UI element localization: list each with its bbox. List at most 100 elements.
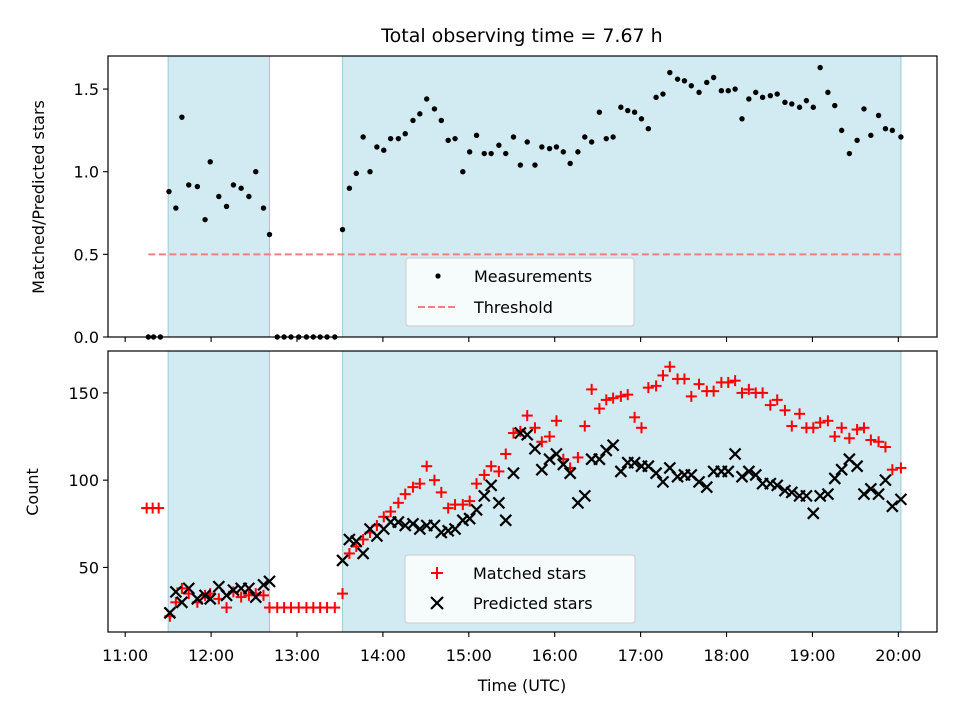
measurements-point (431, 106, 438, 112)
predicted-stars-point (263, 575, 276, 588)
top-title: Total observing time = 7.67 h (380, 25, 662, 47)
measurements-point (753, 89, 759, 96)
measurements-point (868, 132, 874, 139)
top-legend: Measurements Threshold (405, 257, 635, 327)
measurements-point (532, 162, 538, 168)
measurements-point (246, 193, 252, 200)
matched-stars-point (428, 474, 440, 486)
matched-stars-point (678, 373, 690, 385)
matched-stars-point (550, 415, 562, 427)
measurements-point (503, 150, 509, 157)
predicted-stars-point (563, 466, 577, 480)
matched-stars-point (779, 404, 791, 416)
matched-stars-point (471, 478, 483, 490)
measurements-point (496, 142, 502, 148)
matched-stars-point (794, 408, 806, 420)
measurements-point (718, 88, 725, 94)
measurements-point (223, 203, 230, 210)
matched-stars-point (385, 506, 397, 518)
bottom-axes-frame (107, 350, 938, 633)
measurements-point (846, 150, 853, 157)
matched-stars-point (337, 588, 349, 600)
predicted-stars-point (520, 428, 534, 442)
predicted-stars-point (879, 473, 892, 487)
predicted-stars-point (249, 590, 263, 604)
matched-stars-point (507, 427, 519, 439)
measurements-point (861, 106, 867, 112)
y-tick-label: 1.5 (74, 80, 99, 99)
matched-stars-point (736, 387, 748, 399)
predicted-stars-point (203, 592, 217, 606)
matched-stars-point (235, 591, 247, 603)
matched-stars-point (407, 481, 419, 493)
matched-stars-point (685, 390, 697, 402)
measurements-point (739, 116, 745, 122)
measurements-point (575, 149, 581, 155)
predicted-stars-point (785, 486, 799, 499)
measurements-point (546, 145, 553, 152)
matched-stars-point (572, 451, 584, 463)
measurements-point (488, 150, 494, 157)
predicted-stars-point (770, 479, 784, 492)
matched-stars-point (536, 436, 548, 448)
legend-matched-label: Matched stars (473, 564, 586, 583)
measurements-point (653, 94, 659, 101)
matched-stars-point (764, 399, 776, 411)
predicted-stars-point (593, 452, 606, 466)
predicted-stars-point (735, 470, 749, 483)
measurements-point (710, 74, 717, 81)
predicted-stars-point (191, 592, 204, 606)
x-tick-label: 18:00 (703, 646, 749, 665)
top-y-axis-label: Matched/Predicted stars (29, 100, 48, 294)
predicted-stars-point (857, 487, 871, 501)
predicted-stars-point (800, 489, 813, 503)
measurements-point (481, 150, 487, 157)
measurements-point (681, 78, 688, 84)
predicted-stars-point (169, 585, 183, 599)
matched-stars-point (858, 422, 870, 434)
measurements-point (803, 97, 810, 104)
matched-stars-point (493, 465, 505, 477)
matched-stars-point (607, 392, 619, 404)
predicted-stars-point (599, 444, 613, 457)
x-tick-label: 16:00 (532, 646, 578, 665)
predicted-stars-point (864, 482, 878, 496)
measurements-point (517, 162, 524, 168)
x-tick-label: 15:00 (446, 646, 492, 665)
predicted-stars-point (894, 493, 908, 506)
matched-stars-point (414, 478, 426, 490)
predicted-stars-point (356, 547, 370, 560)
y-tick-label: 1.0 (74, 163, 99, 182)
predicted-stars-point (242, 582, 256, 595)
matched-stars-point (329, 602, 341, 614)
measurements-point (704, 79, 710, 86)
predicted-stars-point (507, 466, 520, 480)
predicted-stars-point (728, 447, 742, 461)
measurements-point (596, 109, 603, 115)
bottom-y-axis-label: Count (23, 468, 42, 516)
predicted-stars-point (872, 487, 885, 501)
measurements-point (889, 127, 896, 134)
predicted-stars-point (835, 463, 848, 476)
matched-stars-point (544, 431, 556, 443)
measurements-point (238, 185, 244, 191)
measurements-point (438, 117, 445, 124)
legend-predicted-marker (430, 596, 444, 610)
predicted-stars-point (821, 487, 835, 501)
predicted-stars-point (463, 512, 476, 525)
measurements-point (473, 132, 480, 139)
matched-stars-point (257, 589, 269, 601)
measurements-point (796, 104, 803, 110)
matched-stars-point (895, 462, 907, 474)
shaded-region-0 (167, 350, 271, 633)
matched-stars-point (600, 394, 612, 406)
y-tick-label: 0.0 (74, 328, 99, 347)
measurements-point (838, 127, 845, 134)
top-axes: 0.0 0.5 1.0 1.5 (74, 80, 899, 347)
measurements-point (631, 109, 638, 115)
predicted-stars-point (742, 465, 756, 478)
measurements-point (603, 135, 609, 142)
measurements-point (173, 205, 179, 211)
matched-stars-point (729, 375, 741, 387)
measurements-point (395, 135, 402, 142)
